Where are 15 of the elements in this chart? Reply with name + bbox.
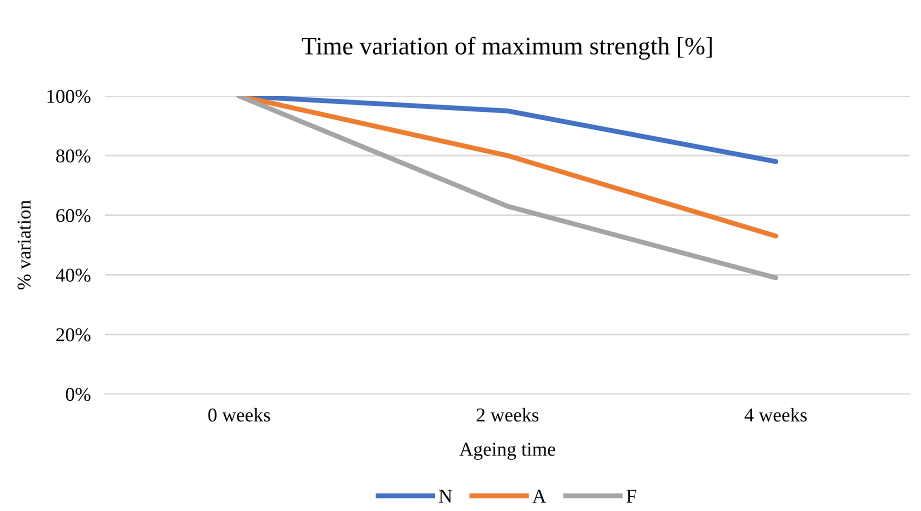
legend-label: N [439,490,452,503]
legend-label: A [532,490,546,503]
x-tick-label: 2 weeks [476,408,538,422]
y-tick-label: 100% [47,90,90,103]
y-tick-label: 20% [56,328,90,342]
y-tick-label: 40% [56,268,90,282]
x-tick-label: 0 weeks [208,408,270,422]
y-tick-label: 60% [56,209,90,222]
x-axis-title: Ageing time [459,442,556,460]
legend-label: F [626,490,636,503]
chart-title: Time variation of maximum strength [%] [302,36,712,60]
y-tick-label: 0% [66,388,90,401]
x-tick-label: 4 weeks [744,408,807,422]
y-tick-label: 80% [56,149,90,163]
y-axis-title: % variation [18,200,31,290]
